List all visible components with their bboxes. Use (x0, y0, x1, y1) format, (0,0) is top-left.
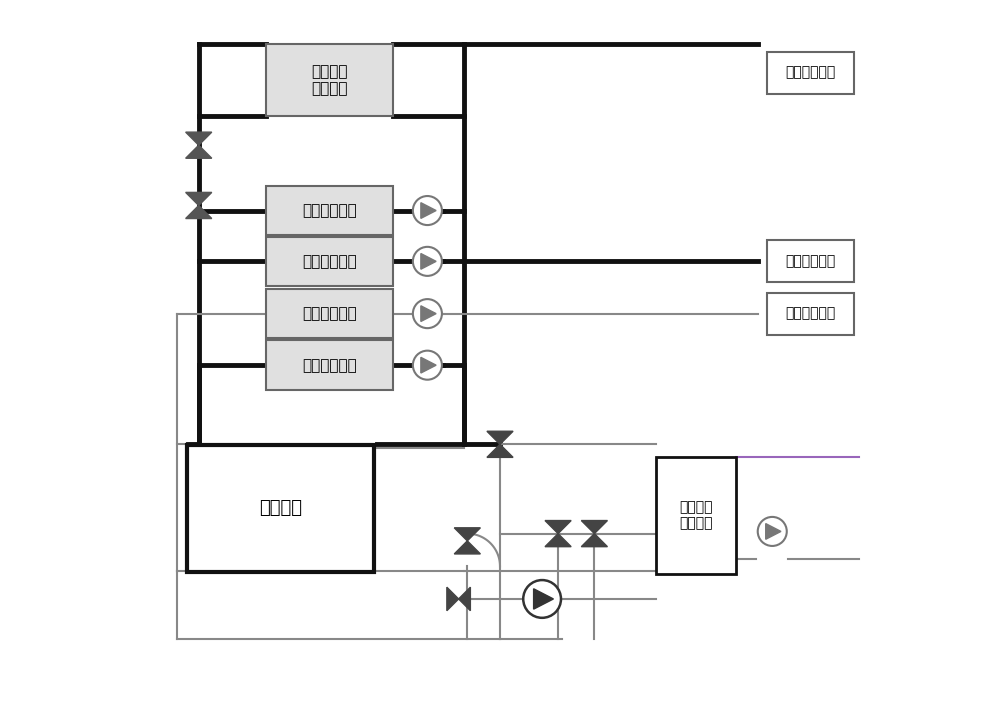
Polygon shape (186, 132, 212, 145)
Polygon shape (186, 192, 212, 205)
Polygon shape (421, 357, 436, 373)
Polygon shape (487, 431, 513, 444)
Polygon shape (459, 587, 470, 611)
Bar (266, 289, 393, 338)
Bar (767, 52, 854, 94)
Text: 第二板式
换热单元: 第二板式 换热单元 (311, 64, 348, 96)
Bar (767, 293, 854, 335)
Text: 第一板式
换热单元: 第一板式 换热单元 (679, 500, 713, 531)
Text: 第一工作单元: 第一工作单元 (786, 254, 836, 269)
Circle shape (413, 247, 442, 276)
Bar (266, 237, 393, 286)
Text: 蓄能单元: 蓄能单元 (259, 499, 302, 517)
Polygon shape (487, 444, 513, 457)
Bar (266, 44, 393, 116)
Polygon shape (454, 528, 480, 541)
Circle shape (523, 580, 561, 618)
Polygon shape (186, 205, 212, 219)
Polygon shape (454, 541, 480, 554)
Bar (767, 240, 854, 282)
Polygon shape (581, 534, 607, 547)
Polygon shape (421, 253, 436, 269)
Polygon shape (545, 521, 571, 534)
Circle shape (413, 351, 442, 380)
Polygon shape (421, 306, 436, 322)
Text: 第二蒸发单元: 第二蒸发单元 (302, 358, 357, 372)
Polygon shape (766, 523, 781, 539)
Polygon shape (581, 521, 607, 534)
Circle shape (413, 299, 442, 328)
Bar (266, 340, 393, 390)
Text: 第二冷凝单元: 第二冷凝单元 (302, 203, 357, 218)
Text: 第二工作单元: 第二工作单元 (786, 65, 836, 80)
Polygon shape (421, 203, 436, 219)
Circle shape (413, 196, 442, 225)
Polygon shape (545, 534, 571, 547)
Bar (656, 457, 736, 574)
Text: 第三工作单元: 第三工作单元 (786, 306, 836, 321)
Text: 第一冷凝单元: 第一冷凝单元 (302, 254, 357, 269)
Bar (187, 444, 374, 572)
Bar (266, 186, 393, 235)
Polygon shape (447, 587, 459, 611)
Polygon shape (534, 589, 553, 609)
Polygon shape (186, 145, 212, 158)
Circle shape (758, 517, 787, 546)
Text: 第一蒸发单元: 第一蒸发单元 (302, 306, 357, 321)
